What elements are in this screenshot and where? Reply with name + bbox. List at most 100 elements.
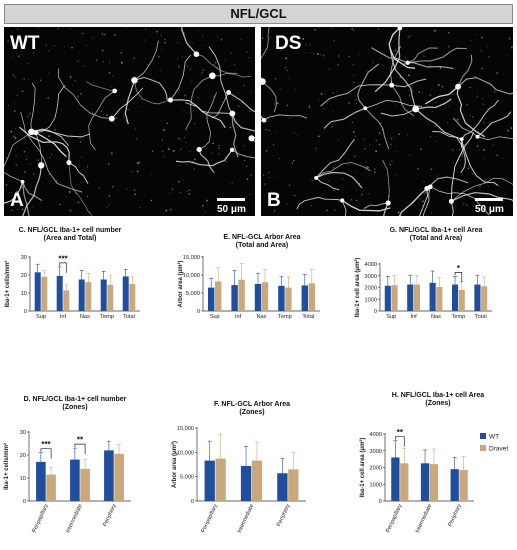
speckle: [351, 27, 353, 30]
microglia-process: [341, 200, 347, 216]
speckle: [134, 128, 136, 130]
speckle: [337, 139, 340, 141]
speckle: [48, 49, 50, 52]
speckle: [74, 80, 76, 82]
speckle: [14, 77, 17, 79]
x-tick-label: Intermediate: [237, 503, 256, 534]
speckle: [69, 209, 72, 212]
microglia-process: [134, 76, 168, 102]
speckle: [490, 151, 492, 153]
speckle: [13, 135, 15, 138]
microglia-process: [88, 90, 115, 151]
speckle: [166, 122, 169, 125]
speckle: [348, 102, 351, 104]
x-tick-label: Nas: [257, 314, 267, 320]
microglia-soma: [448, 198, 454, 204]
speckle: [268, 129, 270, 131]
x-tick-label: Periphery: [276, 503, 292, 527]
speckle: [280, 49, 282, 51]
x-tick-label: Inf: [410, 314, 417, 320]
microglia-process: [383, 202, 389, 216]
speckle: [112, 75, 114, 77]
microglia-process: [391, 84, 415, 117]
speckle: [394, 49, 397, 52]
microglia-soma: [427, 184, 433, 190]
microglia-process: [199, 92, 217, 150]
speckle: [157, 190, 159, 192]
bar-wt: [36, 461, 46, 501]
speckle: [267, 146, 269, 148]
speckle: [170, 208, 172, 211]
speckle: [108, 61, 111, 63]
speckle: [430, 65, 432, 67]
speckle: [105, 206, 108, 208]
micrograph-ds: DS B 50 μm: [261, 27, 513, 216]
microglia-process: [371, 47, 408, 64]
speckle: [331, 27, 333, 30]
bar-wt: [474, 284, 481, 311]
speckle: [248, 57, 250, 59]
speckle: [420, 148, 422, 151]
microglia-process: [175, 149, 233, 167]
speckle: [319, 42, 321, 44]
speckle: [435, 140, 437, 143]
speckle: [358, 54, 360, 56]
microglia-process: [4, 181, 24, 204]
microglia-soma: [459, 137, 464, 142]
speckle: [482, 103, 485, 106]
speckle: [150, 199, 153, 202]
speckle: [494, 91, 496, 93]
speckle: [202, 44, 204, 46]
speckle: [134, 193, 136, 196]
speckle: [106, 180, 108, 182]
speckle: [220, 38, 223, 41]
speckle: [467, 167, 470, 170]
chart-subtitle: (Zones): [62, 404, 87, 411]
speckle: [469, 45, 471, 47]
speckle: [11, 209, 13, 212]
speckle: [277, 102, 280, 104]
microglia-process: [315, 171, 363, 189]
speckle: [272, 144, 275, 146]
speckle: [296, 134, 298, 136]
speckle: [13, 204, 15, 206]
speckle: [151, 150, 154, 153]
microglia-soma: [248, 135, 255, 142]
microglia-process: [208, 46, 233, 114]
speckle: [249, 130, 251, 132]
speckle: [268, 176, 271, 179]
x-tick-label: Inf: [60, 314, 67, 320]
y-tick-label: 10,000: [177, 450, 194, 456]
y-tick-label: 30: [21, 255, 27, 261]
microglia-process: [4, 172, 23, 183]
speckle: [201, 71, 204, 74]
speckle: [161, 138, 164, 141]
speckle: [179, 164, 181, 167]
speckle: [311, 179, 313, 182]
speckle: [276, 196, 278, 198]
speckle: [243, 159, 246, 162]
bar-wt: [122, 276, 129, 311]
speckle: [437, 175, 439, 177]
microglia-process: [323, 107, 366, 129]
bar-wt: [407, 284, 414, 311]
speckle: [375, 150, 378, 153]
microglia-soma: [226, 90, 232, 95]
y-tick-label: 10: [21, 291, 27, 297]
speckle: [238, 208, 241, 211]
bar-wt: [301, 285, 308, 311]
microglia-process: [398, 188, 428, 216]
speckle: [188, 189, 190, 192]
speckle: [21, 78, 23, 80]
speckle: [451, 93, 454, 96]
speckle: [7, 40, 9, 42]
chart-subtitle: (Total and Area): [410, 235, 463, 242]
bar-dravet: [429, 464, 439, 501]
speckle: [57, 27, 59, 30]
speckle: [64, 46, 66, 48]
speckle: [13, 110, 16, 113]
speckle: [123, 116, 125, 118]
speckle: [18, 46, 19, 48]
speckle: [431, 110, 433, 112]
chart-title: G. NFL/GCL Iba-1+ cell Area: [390, 227, 483, 234]
